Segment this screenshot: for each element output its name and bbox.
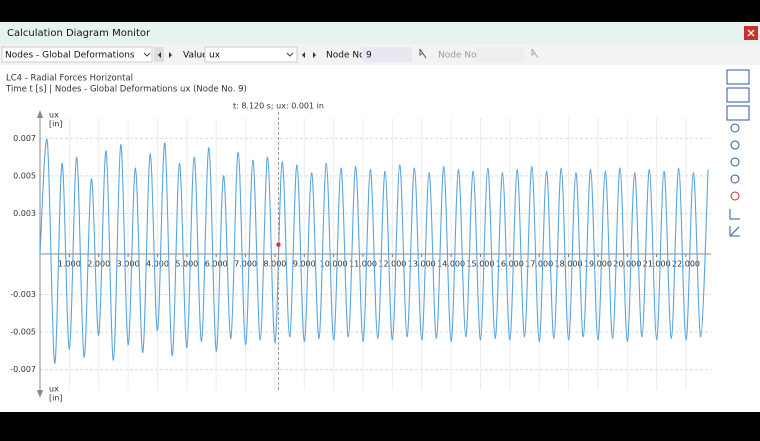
- axis-button[interactable]: [729, 226, 740, 237]
- x-tick-label: 20.000: [613, 260, 641, 269]
- pick-node2-icon: [531, 48, 539, 59]
- node-field[interactable]: [362, 47, 412, 62]
- y-axis-unit: [in]: [49, 394, 63, 403]
- cursor-annotation: t: 8.120 s; ux: 0.001 in: [233, 102, 324, 111]
- cursor-point: [276, 242, 281, 247]
- x-tick-label: 5.000: [175, 260, 198, 269]
- title-bar: [0, 22, 760, 44]
- x-tick-label: 13.000: [408, 260, 436, 269]
- x-tick-label: 6.000: [205, 260, 228, 269]
- result-type: Nodes - Global Deformations: [5, 51, 135, 61]
- y-tick-label: -0.005: [10, 328, 36, 337]
- value-field: ux: [209, 51, 221, 61]
- dropdown-arrow: [286, 52, 294, 57]
- window-frame: [0, 22, 760, 412]
- node-number: 9: [366, 51, 372, 61]
- close-icon: [747, 29, 755, 37]
- bottom-band: [0, 412, 760, 437]
- x-tick-label: 4.000: [146, 260, 169, 269]
- x-tick-label: 15.000: [466, 260, 494, 269]
- x-tick-label: 12.000: [378, 260, 406, 269]
- x-tick-label: 21.000: [643, 260, 671, 269]
- x-tick-label: 17.000: [525, 260, 553, 269]
- y-tick-label: 0.007: [13, 134, 36, 143]
- pick-node-icon[interactable]: [419, 48, 427, 59]
- window-title: Calculation Diagram Monitor: [7, 28, 151, 39]
- zoom-button[interactable]: [730, 140, 740, 150]
- x-tick-label: 8.000: [263, 260, 286, 269]
- x-tick-label: 18.000: [555, 260, 583, 269]
- x-tick-label: 2.000: [87, 260, 110, 269]
- tool-button[interactable]: [726, 105, 750, 121]
- x-tick-label: 1.000: [58, 260, 81, 269]
- x-tick-label: 14.000: [437, 260, 465, 269]
- y-tick-label: -0.007: [10, 365, 36, 374]
- y-tick-label: -0.003: [10, 290, 36, 299]
- data-line: [39, 138, 709, 364]
- x-tick-label: 11.000: [349, 260, 377, 269]
- tool-button[interactable]: [726, 69, 750, 85]
- x-tick-label: 22.000: [672, 260, 700, 269]
- y-axis-label: ux: [49, 111, 59, 120]
- side-tools: [726, 69, 750, 237]
- chart-title: LC4 - Radial Forces Horizontal: [6, 74, 133, 84]
- x-tick-label: 16.000: [496, 260, 524, 269]
- prev-icon: [158, 52, 161, 58]
- y-tick-label: 0.005: [13, 171, 36, 180]
- result-dropdown[interactable]: [1, 46, 153, 63]
- next-button[interactable]: [169, 52, 172, 58]
- zoom-button[interactable]: [730, 123, 740, 133]
- value-label: Value: [183, 51, 208, 61]
- node2-label: Node No.: [438, 51, 479, 61]
- zoom-button[interactable]: [730, 174, 740, 184]
- value-nav[interactable]: [302, 52, 316, 58]
- x-tick-label: 19.000: [584, 260, 612, 269]
- x-tick-label: 9.000: [293, 260, 316, 269]
- x-tick-label: 3.000: [117, 260, 140, 269]
- zoom-reset-button[interactable]: [730, 191, 740, 201]
- zoom-button[interactable]: [730, 157, 740, 167]
- node-label: Node No.: [326, 51, 367, 61]
- axis-button[interactable]: [729, 209, 740, 220]
- node2-field: [476, 47, 524, 62]
- chart-subtitle: Time t [s] | Nodes - Global Deformations…: [5, 85, 247, 95]
- y-axis-unit: [in]: [49, 120, 63, 129]
- x-tick-label: 7.000: [234, 260, 257, 269]
- x-tick-label: 10.000: [320, 260, 348, 269]
- tool-button[interactable]: [726, 87, 750, 103]
- y-axis-label: ux: [49, 385, 59, 394]
- y-tick-label: 0.003: [13, 209, 36, 218]
- dropdown-arrow: [143, 52, 151, 57]
- value-dropdown[interactable]: [204, 46, 298, 63]
